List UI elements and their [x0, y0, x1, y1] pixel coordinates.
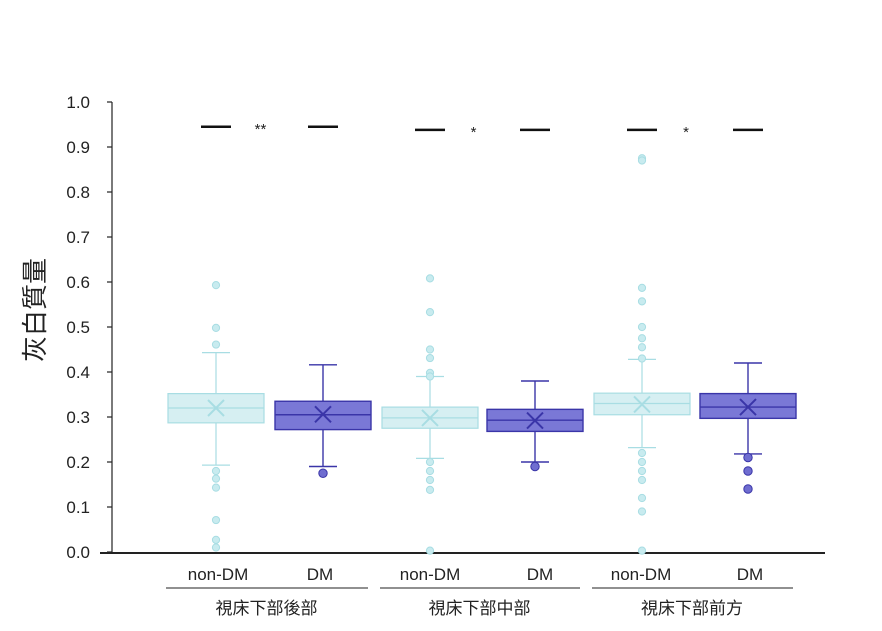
x-box-label: DM [737, 565, 763, 584]
x-group-label: 視床下部中部 [429, 599, 531, 618]
outlier-point [637, 283, 647, 292]
y-tick-label: 0.3 [66, 408, 90, 427]
outlier-point [637, 448, 647, 458]
outlier-point [211, 515, 221, 525]
y-tick-label: 0.6 [66, 273, 90, 292]
mean-marker [207, 399, 225, 417]
x-group-label: 視床下部後部 [216, 599, 318, 618]
y-tick-label: 0.4 [66, 363, 90, 382]
outlier-point [637, 156, 647, 165]
outlier-point [637, 457, 647, 467]
y-tick-label: 0.9 [66, 138, 90, 157]
x-box-label: DM [307, 565, 333, 584]
outlier-point [425, 475, 435, 485]
outlier-point [743, 452, 753, 463]
axes: 0.0 0.1 0.2 0.3 0.4 0.5 0.6 0.7 0.8 0.9 1.0 [66, 93, 825, 562]
outlier-point [637, 297, 647, 306]
mean-marker [526, 411, 544, 430]
plot-area: ** * * [167, 121, 797, 555]
x-group-label: 視床下部前方 [641, 599, 743, 618]
outlier-point [637, 334, 647, 343]
mean-marker [421, 409, 439, 427]
outlier-point [211, 281, 221, 290]
outlier-point [425, 546, 435, 555]
outlier-point [425, 372, 435, 381]
y-tick-label: 0.8 [66, 183, 90, 202]
x-labels: non-DM DM 視床下部後部 non-DM DM 視床下部中部 non-DM DM 視床下部… [166, 565, 793, 618]
y-tick-label: 0.5 [66, 318, 90, 337]
outlier-point [743, 466, 753, 476]
outlier-point [211, 543, 221, 552]
x-box-label: non-DM [611, 565, 671, 584]
outlier-point [637, 493, 647, 503]
outlier-point [211, 323, 221, 332]
mean-marker [314, 405, 332, 424]
outlier-point [425, 457, 435, 467]
outlier-point [211, 466, 221, 476]
x-box-label: DM [527, 565, 553, 584]
y-tick-label: 0.2 [66, 453, 90, 472]
outlier-point [637, 322, 647, 332]
y-axis-label: 灰白質量 [20, 258, 50, 362]
outlier-point [743, 484, 753, 494]
y-tick-label: 0.7 [66, 228, 90, 247]
outlier-point [530, 461, 540, 472]
outlier-point [425, 466, 435, 476]
outlier-point [637, 466, 647, 476]
y-tick-label: 1.0 [66, 93, 90, 112]
outlier-point [425, 274, 435, 283]
x-box-label: non-DM [188, 565, 248, 584]
significance-marker: * [683, 124, 689, 141]
outlier-point [425, 485, 435, 494]
outlier-point [425, 345, 435, 354]
outlier-point [211, 474, 221, 483]
outlier-point [211, 535, 221, 544]
x-box-label: non-DM [400, 565, 460, 584]
mean-marker [633, 395, 651, 414]
outlier-point [637, 507, 647, 516]
significance-marker: * [471, 124, 477, 141]
outlier-point [637, 354, 647, 363]
outlier-point [425, 353, 435, 363]
outlier-point [637, 475, 647, 485]
outlier-point [211, 483, 221, 492]
y-tick-label: 0.0 [66, 543, 90, 562]
mean-marker [739, 398, 757, 416]
significance-marker: ** [255, 121, 267, 138]
outlier-point [425, 308, 435, 317]
outlier-point [211, 340, 221, 349]
outlier-point [637, 343, 647, 352]
outlier-point [637, 546, 647, 555]
y-tick-label: 0.1 [66, 498, 90, 517]
outlier-point [318, 468, 328, 478]
